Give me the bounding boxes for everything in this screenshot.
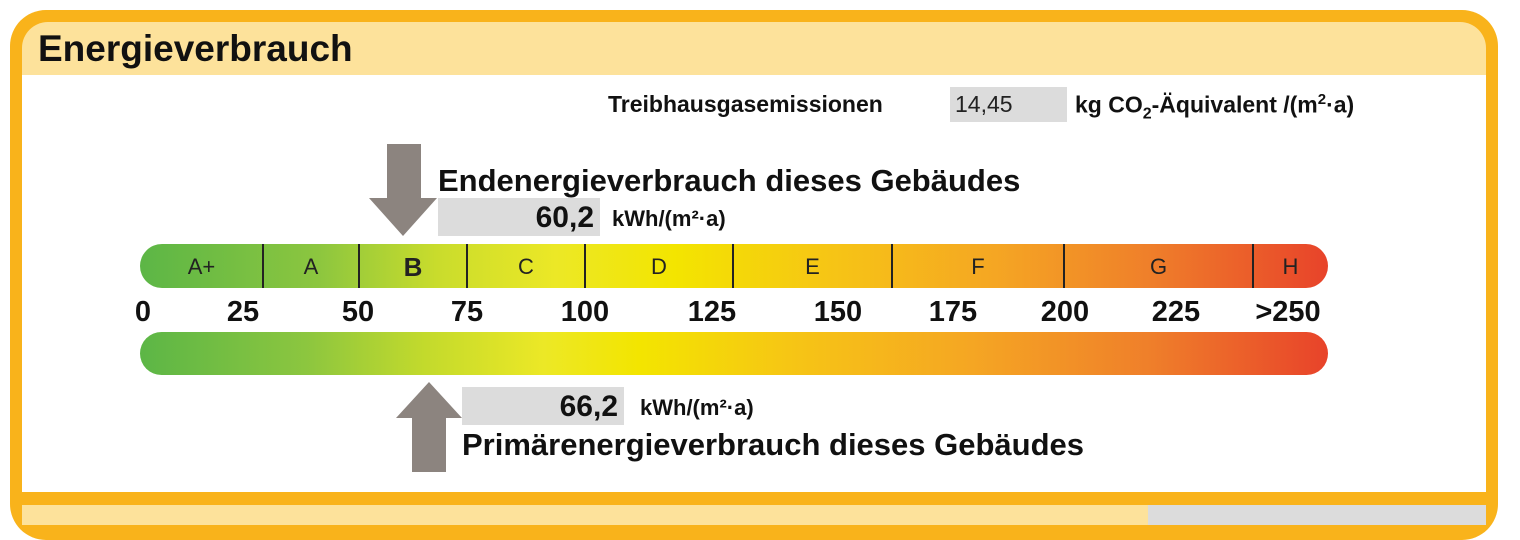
scale-tick-label: 200 <box>1040 296 1090 328</box>
energy-class-d: D <box>651 254 667 279</box>
ghg-unit-sub: 2 <box>1142 105 1152 123</box>
scale-tick-label: 75 <box>450 296 484 328</box>
end-energy-arrow-down-icon <box>369 144 438 236</box>
energy-class-g: G <box>1149 254 1168 279</box>
primary-energy-value: 66,2 <box>559 390 618 423</box>
scale-tick-label: 100 <box>560 296 610 328</box>
scale-tick-label: 0 <box>134 296 152 328</box>
class-divider <box>262 244 264 288</box>
energy-class-bar <box>140 244 1328 288</box>
primary-energy-value-box <box>462 387 624 425</box>
energy-class-e: E <box>805 254 820 279</box>
primary-energy-arrow-up-icon <box>395 382 462 472</box>
panel-header <box>22 22 1486 75</box>
class-divider <box>466 244 468 288</box>
energy-class-f: F <box>971 254 985 279</box>
energy-class-a: A <box>303 254 319 279</box>
next-section-header <box>22 505 1148 525</box>
scale-tick-label: 175 <box>928 296 978 328</box>
energy-class-b: B <box>403 252 423 282</box>
class-divider <box>584 244 586 288</box>
ghg-unit-part: ·a) <box>1326 91 1355 118</box>
ghg-unit-part: kg CO <box>1075 91 1143 118</box>
scale-tick-label: 50 <box>341 296 375 328</box>
scale-tick-label: 150 <box>813 296 863 328</box>
ghg-unit: kg CO2-Äquivalent /(m2·a) <box>1075 91 1354 123</box>
ghg-value-box <box>950 87 1067 122</box>
scale-tick-label: 25 <box>226 296 260 328</box>
primary-energy-title: Primärenergieverbrauch dieses Gebäudes <box>462 427 1085 462</box>
ghg-label: Treibhausgasemissionen <box>608 91 883 117</box>
scale-tick-label: 225 <box>1151 296 1201 328</box>
end-energy-value: 60,2 <box>535 201 594 234</box>
class-divider <box>358 244 360 288</box>
energy-gradient-bar <box>140 332 1328 375</box>
scale-tick-label: 125 <box>687 296 737 328</box>
end-energy-unit: kWh/(m²·a) <box>612 206 726 231</box>
end-energy-title: Endenergieverbrauch dieses Gebäudes <box>438 163 1021 198</box>
scale-tick-label: >250 <box>1255 296 1321 328</box>
class-divider <box>891 244 893 288</box>
primary-energy-unit: kWh/(m²·a) <box>640 395 754 420</box>
energy-class-c: C <box>518 254 534 279</box>
ghg-unit-part: -Äquivalent /(m <box>1151 91 1318 118</box>
page-title: Energieverbrauch <box>38 28 353 69</box>
ghg-value: 14,45 <box>955 91 1013 117</box>
next-section-grey-box <box>1148 505 1486 525</box>
class-divider <box>1063 244 1065 288</box>
energy-class-aplus: A+ <box>187 254 216 279</box>
energy-class-h: H <box>1282 254 1299 279</box>
class-divider <box>1252 244 1254 288</box>
end-energy-value-box <box>438 198 600 236</box>
ghg-unit-sup: 2 <box>1317 91 1327 108</box>
class-divider <box>732 244 734 288</box>
